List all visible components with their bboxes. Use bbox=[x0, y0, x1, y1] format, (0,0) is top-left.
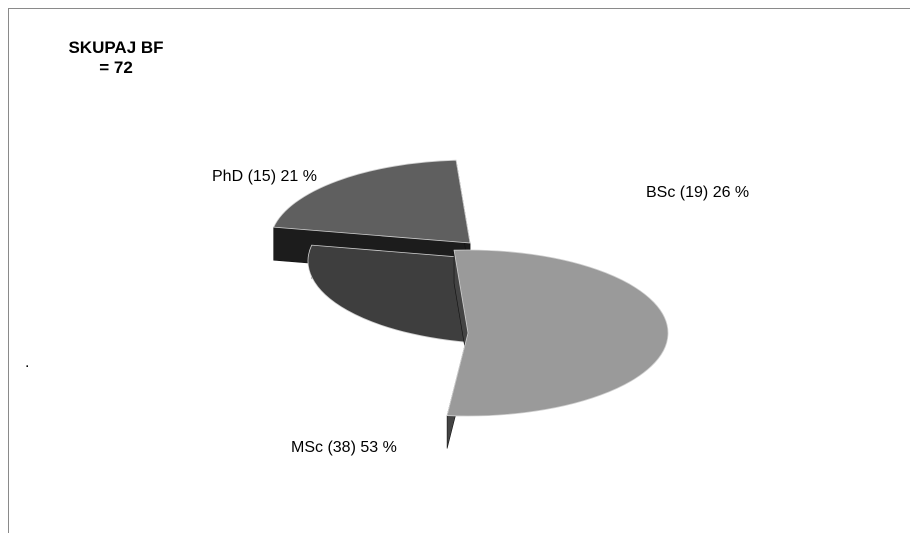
slice-label-phd: PhD (15) 21 % bbox=[212, 168, 317, 185]
frame-border-top bbox=[8, 8, 910, 9]
chart-title: SKUPAJ BF = 72 bbox=[52, 38, 180, 78]
slice-msc-top bbox=[446, 249, 669, 417]
chart-title-line-2: = 72 bbox=[99, 58, 133, 77]
chart-title-line-1: SKUPAJ BF bbox=[68, 38, 164, 57]
slice-label-bsc: BSc (19) 26 % bbox=[646, 184, 750, 201]
slice-label-msc: MSc (38) 53 % bbox=[291, 439, 397, 456]
slice-phd-top bbox=[273, 159, 471, 244]
annotation-dot: . bbox=[25, 354, 30, 371]
frame-border-left bbox=[8, 8, 9, 533]
slice-msc bbox=[446, 249, 669, 449]
pie-slices bbox=[273, 159, 669, 449]
